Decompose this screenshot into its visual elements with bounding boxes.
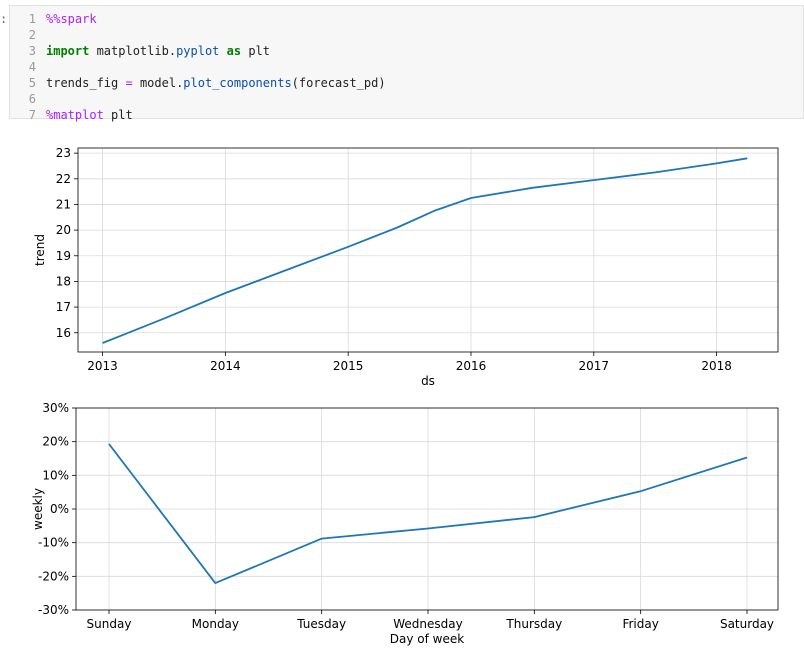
y-tick-label: 17 <box>56 300 71 314</box>
y-tick-label: 30% <box>42 401 69 415</box>
line-number: 6 <box>28 92 36 106</box>
x-tick-label: 2016 <box>456 359 487 373</box>
line-number: 2 <box>28 28 36 42</box>
y-tick-label: -10% <box>38 536 69 550</box>
y-tick-label: 20% <box>42 435 69 449</box>
x-tick-label: 2013 <box>87 359 118 373</box>
code-text[interactable]: import matplotlib.pyplot as plt <box>46 43 270 59</box>
trend-chart: 2013 2014 2015 2016 2017 2018 16 17 18 19 20 21 22 23… <box>33 146 779 388</box>
y-tick-label: 23 <box>56 146 71 160</box>
y-tick-label: -20% <box>38 569 69 583</box>
code-token: as <box>226 44 242 58</box>
weekly-chart: Sunday Monday Tuesday Wednesday Thursday Frid… <box>31 401 779 646</box>
y-axis-label: trend <box>33 234 47 266</box>
plot-frame <box>77 147 779 353</box>
y-tick-label: 18 <box>56 274 71 288</box>
y-tick-label: 22 <box>56 172 71 186</box>
code-token: plot_components <box>183 76 292 90</box>
code-token: matplotlib. <box>89 44 177 58</box>
x-tick-label: Monday <box>192 617 239 631</box>
line-number: 5 <box>28 76 36 90</box>
y-tick-label: 21 <box>56 197 71 211</box>
y-tick-label: -30% <box>38 603 69 617</box>
line-number: 4 <box>28 60 36 74</box>
code-cell[interactable]: 1 %%spark 2 3 import matplotlib.pyplot as pl… <box>9 5 804 122</box>
code-token: %matplot <box>46 108 104 122</box>
code-token: model. <box>132 76 184 90</box>
y-axis-label: weekly <box>31 488 45 530</box>
code-token: = <box>125 76 133 90</box>
code-text[interactable]: trends_fig = model.plot_components(forec… <box>46 75 386 91</box>
x-tick-label: 2017 <box>579 359 610 373</box>
y-tick-label: 20 <box>56 223 71 237</box>
x-axis-label: ds <box>421 374 435 388</box>
x-tick-label: 2018 <box>701 359 732 373</box>
code-token: (forecast_pd) <box>291 76 386 90</box>
code-token: plt <box>241 44 271 58</box>
line-number: 1 <box>28 12 36 26</box>
y-tick-label: 0% <box>50 502 69 516</box>
x-tick-label: Tuesday <box>296 617 346 631</box>
code-token: %%spark <box>46 12 97 26</box>
y-tick-label: 19 <box>56 249 71 263</box>
line-number: 3 <box>28 44 36 58</box>
code-token <box>219 44 226 58</box>
x-tick-label: Sunday <box>87 617 132 631</box>
y-tick-label: 16 <box>56 326 71 340</box>
code-text[interactable]: %%spark <box>46 11 97 27</box>
code-token: import <box>46 44 90 58</box>
x-tick-label: Friday <box>622 617 658 631</box>
cell-prompt-mark: : <box>0 12 8 26</box>
series-line <box>108 443 748 584</box>
x-axis-label: Day of week <box>390 632 464 646</box>
y-tick-label: 10% <box>42 468 69 482</box>
line-number: 7 <box>28 108 36 122</box>
x-tick-label: 2015 <box>333 359 364 373</box>
x-tick-label: Wednesday <box>393 617 462 631</box>
code-token: pyplot <box>176 44 220 58</box>
code-text[interactable]: %matplot plt <box>46 107 133 123</box>
code-token: plt <box>103 108 133 122</box>
x-tick-label: Thursday <box>505 617 562 631</box>
series-line <box>102 157 748 344</box>
x-tick-label: Saturday <box>720 617 774 631</box>
x-tick-label: 2014 <box>210 359 241 373</box>
code-token: trends_fig <box>46 76 126 90</box>
